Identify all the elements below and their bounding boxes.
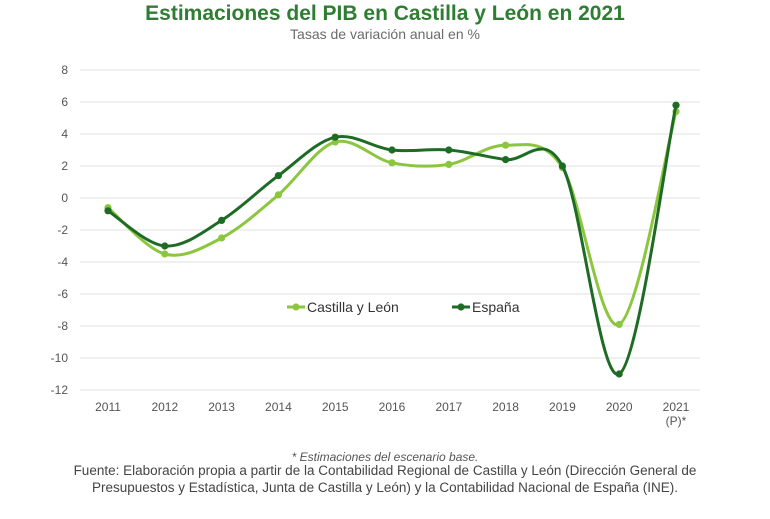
chart-subtitle: Tasas de variación anual en % (290, 26, 480, 42)
y-tick-label: -6 (57, 287, 68, 301)
data-point (558, 162, 567, 170)
series-espana (104, 101, 680, 378)
y-axis-ticks: 8 6 4 2 0 -2 -4 -6 -8 -10 -12 (51, 63, 69, 397)
x-tick-sublabel: (P)* (666, 414, 687, 428)
data-point (274, 191, 282, 199)
data-point (218, 234, 226, 242)
x-axis-ticks: 2011 2012 2013 2014 2015 2016 2017 2018 2019 2020… (95, 400, 690, 428)
footnote: * Estimaciones del escenario base. (291, 450, 479, 464)
data-point (502, 156, 510, 164)
data-point (388, 146, 396, 154)
data-point (388, 159, 396, 167)
y-tick-label: -4 (57, 255, 68, 269)
y-tick-label: 2 (61, 159, 68, 173)
grid-lines (80, 69, 700, 391)
x-tick-label: 2017 (435, 400, 462, 414)
y-tick-label: 4 (61, 127, 68, 141)
x-tick-label: 2020 (606, 400, 633, 414)
data-point (274, 172, 282, 180)
x-tick-label: 2013 (208, 400, 235, 414)
x-tick-label: 2018 (492, 400, 519, 414)
y-tick-label: -10 (51, 351, 69, 365)
x-tick-label: 2014 (265, 400, 292, 414)
legend-label: Castilla y León (307, 299, 399, 315)
y-tick-label: 6 (61, 95, 68, 109)
data-point (161, 242, 169, 250)
x-tick-label: 2011 (95, 400, 121, 414)
data-point (445, 160, 453, 168)
data-point (615, 370, 623, 378)
x-tick-label: 2015 (322, 400, 349, 414)
y-tick-label: -8 (57, 319, 68, 333)
x-tick-label: 2021 (663, 400, 690, 414)
source-text: Fuente: Elaboración propia a partir de l… (73, 463, 697, 495)
legend: Castilla y León España (287, 299, 520, 315)
chart-title: Estimaciones del PIB en Castilla y León … (145, 2, 625, 25)
data-point (218, 216, 226, 224)
data-point (445, 146, 453, 154)
series-lines (104, 101, 680, 378)
data-point (104, 207, 112, 215)
data-point (331, 133, 339, 141)
x-tick-label: 2019 (549, 400, 576, 414)
gdp-line-chart: 8 6 4 2 0 -2 -4 -6 -8 -10 -12 2011 2012 2013 2014 2015… (51, 63, 700, 428)
data-point (615, 320, 623, 328)
y-tick-label: 0 (61, 191, 68, 205)
legend-swatch-marker (292, 303, 300, 311)
data-point (672, 101, 680, 109)
series-line (106, 103, 678, 376)
legend-label: España (472, 299, 520, 315)
data-point (502, 141, 510, 149)
legend-swatch-marker (457, 303, 465, 311)
legend-item: Castilla y León (287, 299, 399, 315)
legend-item: España (452, 299, 520, 315)
x-tick-label: 2016 (379, 400, 406, 414)
y-tick-label: -2 (57, 223, 68, 237)
x-tick-label: 2012 (151, 400, 178, 414)
y-tick-label: 8 (61, 63, 68, 77)
y-tick-label: -12 (51, 383, 69, 397)
data-point (161, 250, 169, 258)
